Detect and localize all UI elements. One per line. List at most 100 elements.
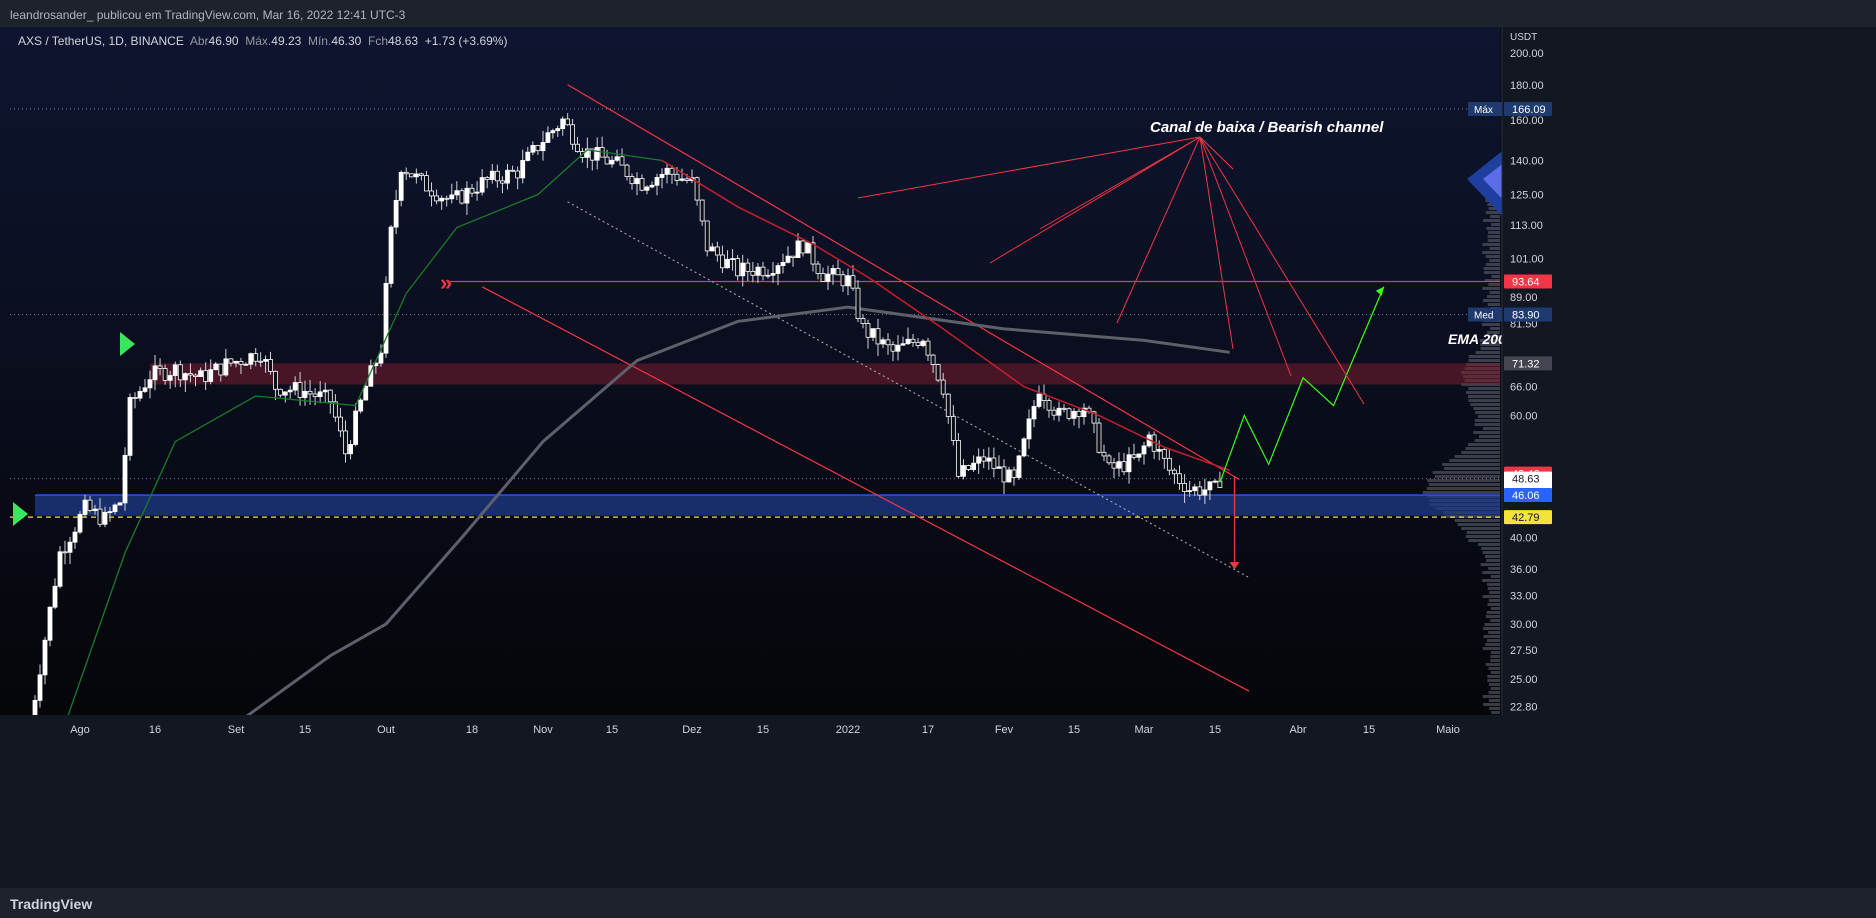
candle-body xyxy=(404,172,408,173)
candle-body xyxy=(303,391,307,397)
candle-body xyxy=(143,388,147,392)
volume-profile-bar xyxy=(1484,271,1500,274)
volume-profile-bar xyxy=(1485,555,1500,558)
price-tick-label: 180.00 xyxy=(1510,80,1544,92)
candle-body xyxy=(1127,455,1131,472)
time-tick-label: 15 xyxy=(606,724,618,736)
candle-body xyxy=(450,195,454,199)
candle-body xyxy=(866,324,870,338)
candle-body xyxy=(816,264,820,273)
candle-body xyxy=(313,394,317,397)
candle-body xyxy=(1102,452,1106,456)
candle-body xyxy=(1017,456,1021,478)
candle-body xyxy=(826,274,830,281)
price-tag-text: Med xyxy=(1474,311,1493,322)
candle-body xyxy=(73,532,77,542)
volume-profile-bar xyxy=(1483,695,1500,698)
res-poc-zone xyxy=(150,363,1500,384)
volume-profile-bar xyxy=(1466,391,1500,394)
candle-body xyxy=(700,200,704,221)
candle-body xyxy=(199,371,203,377)
volume-profile-bar xyxy=(1489,667,1500,670)
price-tick-label: 125.00 xyxy=(1510,190,1544,202)
candle-body xyxy=(911,339,915,342)
volume-profile-bar xyxy=(1490,655,1500,658)
volume-profile-bar xyxy=(1482,323,1500,326)
candle-body xyxy=(846,276,850,286)
time-tick-label: 15 xyxy=(299,724,311,736)
candle-body xyxy=(967,465,971,469)
candle-body xyxy=(776,266,780,274)
price-chart[interactable]: » Canal de baixa / Bearish channel EMA 200… xyxy=(0,27,1876,888)
volume-profile-bar xyxy=(1490,659,1500,662)
ema200-label: EMA 200 xyxy=(1448,331,1506,347)
candle-body xyxy=(123,455,127,503)
low-label: Mín. xyxy=(308,34,331,48)
candle-body xyxy=(460,191,464,203)
candle-body xyxy=(364,386,368,400)
price-tag-text: Máx xyxy=(1474,105,1493,116)
candle-body xyxy=(63,552,67,553)
candle-body xyxy=(561,119,565,129)
candle-body xyxy=(1062,408,1066,409)
candle-body xyxy=(1172,470,1176,474)
candle-body xyxy=(133,397,137,398)
time-tick-label: 18 xyxy=(466,724,478,736)
price-tick-label: 140.00 xyxy=(1510,155,1544,167)
candle-body xyxy=(977,457,981,463)
candle-body xyxy=(178,365,182,380)
candle-body xyxy=(394,200,398,227)
candle-body xyxy=(660,174,664,177)
time-tick-label: 17 xyxy=(922,724,934,736)
candle-body xyxy=(831,269,835,275)
time-tick-label: 15 xyxy=(1209,724,1221,736)
candle-body xyxy=(338,417,342,431)
time-tick-label: 2022 xyxy=(836,724,860,736)
candle-body xyxy=(214,364,218,370)
price-tick-label: 36.00 xyxy=(1510,564,1538,576)
red-chevron-marker: » xyxy=(440,270,452,295)
candle-body xyxy=(424,176,428,191)
candle-body xyxy=(409,174,413,177)
volume-profile-bar xyxy=(1491,275,1500,278)
candle-body xyxy=(556,129,560,131)
symbol-legend: AXS / TetherUS, 1D, BINANCE Abr46.90 Máx… xyxy=(18,34,507,48)
candle-body xyxy=(620,157,624,165)
volume-profile-bar xyxy=(1481,347,1500,350)
volume-profile-bar xyxy=(1489,691,1500,694)
price-label-text: 48.63 xyxy=(1512,474,1540,486)
candle-body xyxy=(726,259,730,267)
candle-body xyxy=(961,465,965,476)
candle-body xyxy=(841,275,845,286)
close-label: Fch xyxy=(368,34,388,48)
candle-body xyxy=(896,345,900,351)
volume-profile-bar xyxy=(1483,595,1500,598)
candle-body xyxy=(901,344,905,346)
candle-body xyxy=(526,152,530,160)
candle-body xyxy=(680,179,684,180)
tradingview-logo[interactable]: TradingView xyxy=(10,896,92,912)
candle-body xyxy=(1178,474,1182,484)
time-tick-label: 15 xyxy=(1363,724,1375,736)
volume-profile-bar xyxy=(1468,539,1500,542)
candle-body xyxy=(158,366,162,369)
candle-body xyxy=(521,160,525,177)
candle-body xyxy=(506,170,510,183)
candle-body xyxy=(861,319,865,324)
candle-body xyxy=(715,247,719,255)
candle-body xyxy=(766,275,770,276)
candle-body xyxy=(801,241,805,253)
price-tick-label: 27.50 xyxy=(1510,645,1538,657)
candle-body xyxy=(1027,419,1031,439)
time-tick-label: Set xyxy=(228,724,245,736)
volume-profile-bar xyxy=(1468,443,1500,446)
volume-profile-bar xyxy=(1488,231,1500,234)
candle-body xyxy=(93,509,97,510)
candle-body xyxy=(771,273,775,275)
price-tick-label: 66.00 xyxy=(1510,382,1538,394)
candle-body xyxy=(806,243,810,253)
candle-body xyxy=(1112,463,1116,468)
candle-body xyxy=(615,157,619,161)
candle-body xyxy=(440,198,444,201)
volume-profile-bar xyxy=(1466,535,1500,538)
